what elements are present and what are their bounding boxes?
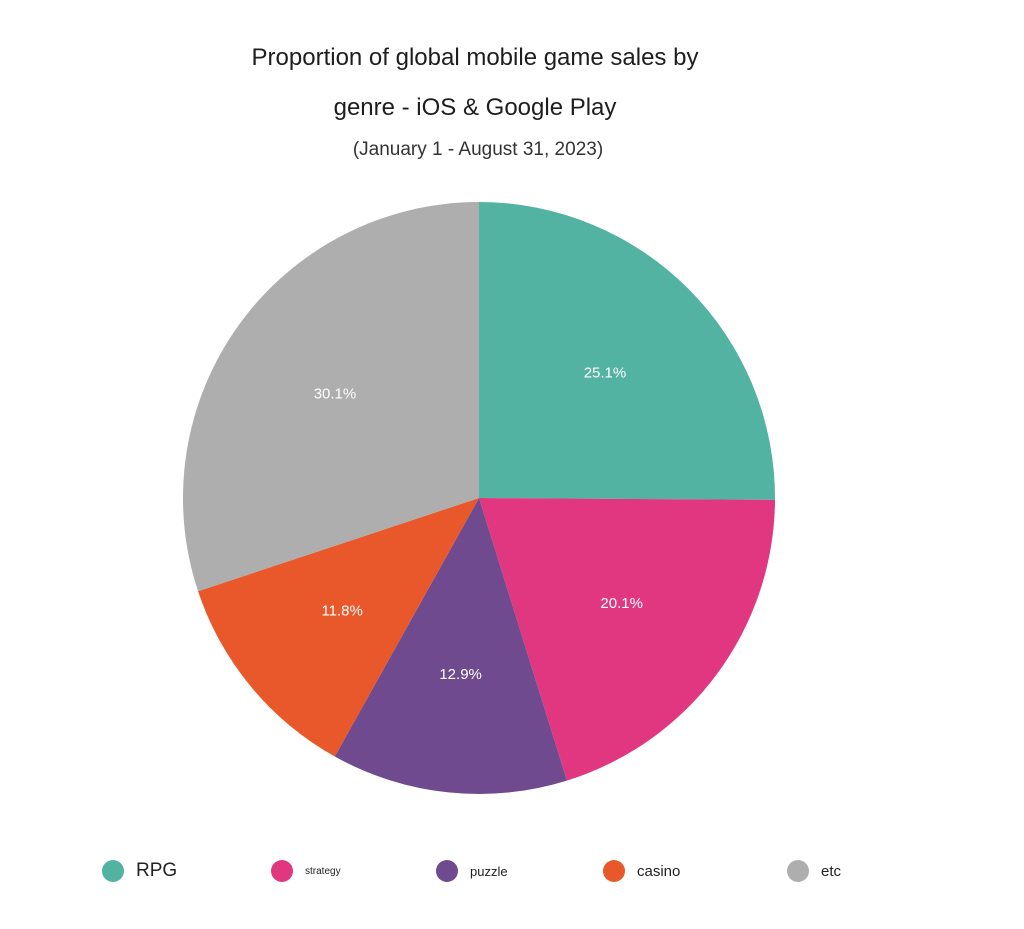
legend-item-rpg: RPG xyxy=(102,855,177,887)
legend-swatch-casino xyxy=(603,860,625,882)
legend-label-strategy: strategy xyxy=(305,865,341,877)
legend-swatch-etc xyxy=(787,860,809,882)
pie-slice-label-etc: 30.1% xyxy=(314,386,357,403)
legend-label-puzzle: puzzle xyxy=(470,863,508,879)
pie-slice-strategy xyxy=(479,498,775,781)
pie-slice-label-rpg: 25.1% xyxy=(584,364,627,381)
pie-slice-label-puzzle: 12.9% xyxy=(439,666,482,683)
pie-slice-etc xyxy=(183,202,479,592)
chart-legend: RPG strategy puzzle casino etc xyxy=(0,855,1024,887)
legend-item-strategy: strategy xyxy=(271,855,341,887)
legend-item-casino: casino xyxy=(603,855,680,887)
legend-swatch-strategy xyxy=(271,860,293,882)
legend-label-etc: etc xyxy=(821,862,842,880)
pie-slice-label-strategy: 20.1% xyxy=(600,595,643,612)
chart-title-line-1: Proportion of global mobile game sales b… xyxy=(251,44,699,71)
pie-slice-puzzle xyxy=(334,498,567,794)
legend-label-casino: casino xyxy=(637,862,681,880)
chart-title-line-2: genre - iOS & Google Play xyxy=(333,94,617,121)
pie-slice-label-casino: 11.8% xyxy=(321,603,362,620)
legend-item-puzzle: puzzle xyxy=(436,855,508,887)
chart-subtitle: (January 1 - August 31, 2023) xyxy=(352,139,604,160)
legend-item-etc: etc xyxy=(787,855,841,887)
pie-slice-rpg xyxy=(479,202,775,500)
legend-swatch-rpg xyxy=(102,860,124,882)
pie-slice-casino xyxy=(198,498,479,757)
legend-label-rpg: RPG xyxy=(136,860,178,881)
legend-swatch-puzzle xyxy=(436,860,458,882)
